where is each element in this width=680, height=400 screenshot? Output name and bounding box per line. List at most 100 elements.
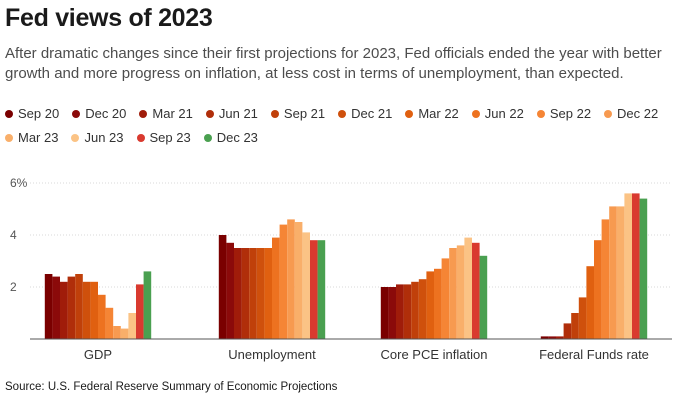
- bar-core-pce-inflation-jun-23: [464, 237, 472, 339]
- bar-unemployment-jun-22: [272, 237, 280, 339]
- legend-swatch: [71, 133, 80, 142]
- bar-federal-funds-rate-mar-23: [616, 206, 625, 339]
- bar-unemployment-dec-21: [256, 248, 265, 339]
- legend-item-sep-20: Sep 20: [5, 106, 59, 121]
- legend-swatch: [471, 109, 480, 118]
- y-tick-label: 4: [10, 228, 17, 242]
- legend-label: Jun 21: [218, 106, 258, 121]
- legend-item-dec-23: Dec 23: [203, 130, 258, 145]
- bar-core-pce-inflation-dec-22: [449, 248, 457, 339]
- legend-item-jun-22: Jun 22: [471, 106, 524, 121]
- legend-label: Sep 22: [549, 106, 592, 121]
- y-tick-label: 6%: [10, 176, 28, 190]
- bar-core-pce-inflation-mar-23: [456, 245, 465, 339]
- legend-swatch: [205, 109, 214, 118]
- legend-item-jun-23: Jun 23: [71, 130, 124, 145]
- bar-unemployment-jun-23: [302, 232, 310, 339]
- bar-unemployment-sep-20: [218, 235, 227, 339]
- legend-item-sep-23: Sep 23: [136, 130, 191, 145]
- x-category-label: Unemployment: [228, 347, 316, 362]
- bar-gdp-jun-23: [128, 313, 136, 339]
- bar-unemployment-dec-23: [317, 240, 326, 339]
- legend-item-sep-21: Sep 21: [270, 106, 326, 121]
- x-category-label: Federal Funds rate: [539, 347, 649, 362]
- bar-federal-funds-rate-mar-21: [556, 336, 564, 339]
- bar-federal-funds-rate-jun-23: [624, 193, 632, 339]
- source-note: Source: U.S. Federal Reserve Summary of …: [5, 381, 338, 393]
- bar-core-pce-inflation-sep-23: [472, 242, 480, 339]
- legend-swatch: [405, 109, 414, 118]
- legend-item-mar-22: Mar 22: [405, 106, 459, 121]
- bar-gdp-sep-23: [136, 284, 144, 339]
- legend-label: Sep 23: [149, 130, 191, 145]
- bar-federal-funds-rate-mar-22: [586, 266, 594, 339]
- legend-swatch: [5, 133, 13, 142]
- legend-item-jun-21: Jun 21: [205, 106, 258, 121]
- bar-core-pce-inflation-dec-21: [418, 279, 427, 339]
- legend-label: Sep 21: [283, 106, 326, 121]
- legend-item-dec-22: Dec 22: [604, 106, 658, 121]
- bar-federal-funds-rate-sep-22: [601, 219, 610, 339]
- bar-core-pce-inflation-mar-22: [426, 271, 434, 339]
- bar-unemployment-dec-22: [287, 219, 295, 339]
- bar-federal-funds-rate-dec-23: [639, 198, 648, 339]
- bar-gdp-jun-21: [67, 276, 76, 339]
- bar-federal-funds-rate-dec-21: [578, 297, 587, 339]
- legend-swatch: [270, 109, 279, 118]
- chart-legend: Sep 20 Dec 20 Mar 21 Jun 21 Sep 21 Dec 21 Mar …: [5, 106, 675, 145]
- bar-core-pce-inflation-sep-22: [441, 258, 450, 339]
- legend-item-dec-20: Dec 20: [72, 106, 126, 121]
- bar-core-pce-inflation-mar-21: [396, 284, 404, 339]
- bar-chart: 2 4 6% GDP Unemployment Core PCE inflation Fed…: [10, 176, 672, 362]
- legend-label: Dec 23: [216, 130, 258, 145]
- bar-federal-funds-rate-jun-21: [563, 323, 572, 339]
- bar-federal-funds-rate-sep-21: [571, 313, 579, 339]
- legend-label: Dec 21: [351, 106, 393, 121]
- legend-item-dec-21: Dec 21: [338, 106, 392, 121]
- bar-unemployment-dec-20: [226, 242, 234, 339]
- legend-label: Dec 20: [85, 106, 127, 121]
- bar-federal-funds-rate-dec-22: [609, 206, 617, 339]
- legend-swatch: [5, 109, 13, 118]
- bar-unemployment-mar-21: [234, 248, 242, 339]
- bar-gdp-sep-21: [75, 274, 83, 339]
- bar-core-pce-inflation-sep-21: [411, 281, 419, 339]
- legend-label: Mar 21: [152, 106, 193, 121]
- bar-gdp-dec-22: [113, 326, 121, 339]
- bar-gdp-mar-21: [60, 281, 68, 339]
- bar-gdp-jun-22: [98, 294, 106, 339]
- legend-label: Jun 23: [84, 130, 124, 145]
- legend-swatch: [338, 109, 347, 118]
- chart-subtitle: After dramatic changes since their first…: [5, 45, 662, 82]
- bar-gdp-dec-23: [143, 271, 152, 339]
- bar-core-pce-inflation-jun-22: [434, 268, 442, 339]
- legend-item-sep-22: Sep 22: [536, 106, 592, 121]
- legend-swatch: [136, 133, 145, 142]
- bar-federal-funds-rate-dec-20: [548, 336, 556, 339]
- bar-core-pce-inflation-dec-23: [479, 255, 488, 339]
- bar-gdp-dec-21: [82, 281, 91, 339]
- x-category-label: GDP: [84, 347, 112, 362]
- legend-label: Jun 22: [484, 106, 524, 121]
- bar-gdp-dec-20: [52, 276, 60, 339]
- legend-item-mar-21: Mar 21: [139, 106, 193, 121]
- legend-swatch: [72, 109, 81, 118]
- bar-core-pce-inflation-sep-20: [380, 287, 389, 339]
- legend-swatch: [536, 109, 545, 118]
- y-tick-label: 2: [10, 280, 17, 294]
- legend-swatch: [139, 109, 148, 118]
- bar-unemployment-mar-22: [264, 248, 272, 339]
- bar-gdp-mar-22: [90, 281, 98, 339]
- bar-core-pce-inflation-jun-21: [403, 284, 412, 339]
- bar-unemployment-mar-23: [294, 222, 303, 339]
- bar-unemployment-sep-21: [249, 248, 257, 339]
- bar-federal-funds-rate-sep-20: [540, 336, 549, 339]
- bar-federal-funds-rate-sep-23: [632, 193, 640, 339]
- legend-swatch: [203, 133, 212, 142]
- bar-gdp-sep-20: [44, 274, 53, 339]
- bar-core-pce-inflation-dec-20: [388, 287, 396, 339]
- bar-unemployment-jun-21: [241, 248, 250, 339]
- bar-federal-funds-rate-jun-22: [594, 240, 602, 339]
- legend-label: Dec 22: [617, 106, 659, 121]
- bar-gdp-mar-23: [120, 328, 129, 339]
